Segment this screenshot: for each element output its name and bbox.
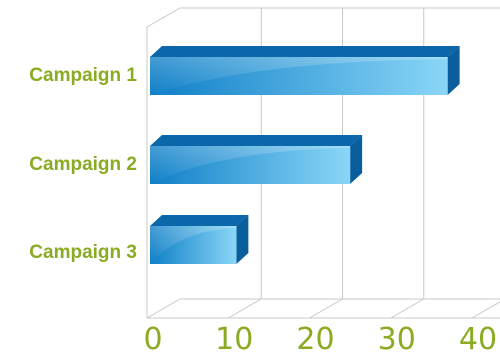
x-tick-label: 30 bbox=[378, 322, 416, 354]
bar-shine bbox=[150, 226, 237, 264]
category-label: Campaign 2 bbox=[29, 154, 137, 175]
bar-top-face bbox=[150, 46, 460, 57]
bar-shine bbox=[150, 146, 351, 184]
floor-gridline bbox=[390, 298, 424, 319]
bar-top-face bbox=[150, 215, 249, 226]
x-tick-label: 40 bbox=[459, 322, 497, 354]
x-tick-label: 10 bbox=[215, 322, 253, 354]
left-wall-edge bbox=[146, 7, 181, 318]
category-label: Campaign 3 bbox=[29, 242, 137, 263]
x-tick-label: 0 bbox=[143, 322, 162, 354]
floor-gridline bbox=[228, 298, 262, 319]
bar-side-face bbox=[447, 46, 460, 95]
floor-gridline bbox=[309, 298, 343, 319]
x-tick-label: 20 bbox=[296, 322, 334, 354]
bar-side-face bbox=[236, 215, 249, 264]
bar-shine bbox=[150, 57, 448, 95]
category-label: Campaign 1 bbox=[29, 65, 137, 86]
bar-side-face bbox=[350, 135, 363, 184]
bars bbox=[150, 46, 460, 264]
floor-gridline bbox=[471, 301, 500, 319]
floor-gridline bbox=[146, 298, 181, 319]
bar-top-face bbox=[150, 135, 363, 146]
labels: 0 10 20 30 40 Campaign 1 Campaign 2 Campaign 3 bbox=[29, 65, 497, 354]
